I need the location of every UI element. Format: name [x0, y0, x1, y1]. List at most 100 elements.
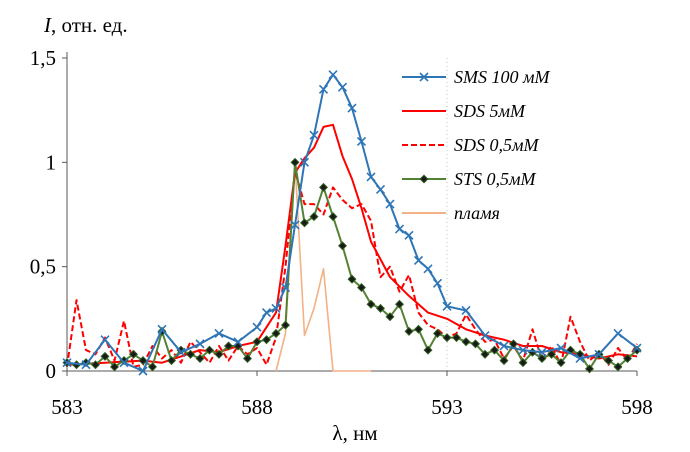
y-tick-labels: 0 0,5 1 1,5 — [30, 46, 56, 383]
data-point — [356, 283, 367, 293]
data-point — [556, 358, 566, 368]
data-point — [432, 328, 443, 338]
data-point — [603, 356, 614, 366]
data-point — [185, 349, 196, 359]
data-point — [423, 264, 433, 274]
data-point — [347, 274, 357, 284]
data-point — [442, 333, 452, 343]
legend-entry: SMS 100 мМ — [402, 67, 550, 87]
data-point — [195, 339, 205, 349]
data-point — [537, 347, 547, 357]
data-point — [461, 337, 471, 347]
data-point — [419, 72, 429, 82]
data-point — [223, 341, 234, 351]
data-point — [632, 345, 642, 355]
legend-entry: SDS 0,5мМ — [402, 135, 539, 155]
data-point — [385, 312, 395, 322]
plot-area — [62, 70, 642, 376]
data-point — [366, 299, 376, 309]
legend-label: STS 0,5мМ — [454, 169, 536, 189]
y-tick-label: 1 — [46, 150, 57, 174]
data-point — [442, 301, 452, 311]
data-point — [385, 199, 395, 209]
x-tick-labels: 583 588 593 598 — [51, 395, 653, 419]
data-point — [128, 349, 139, 359]
data-point — [375, 303, 386, 313]
data-point — [90, 360, 101, 370]
data-point — [119, 358, 129, 368]
data-point — [622, 353, 633, 363]
y-tick-label: 0 — [46, 359, 57, 383]
data-point — [347, 103, 357, 113]
x-axis-label: λ, нм — [332, 421, 377, 445]
data-point — [62, 358, 72, 368]
data-point — [451, 333, 462, 343]
data-point — [309, 130, 319, 140]
series-line — [66, 161, 638, 370]
data-point — [299, 218, 310, 228]
data-point — [356, 136, 367, 147]
data-point — [280, 320, 291, 330]
data-point — [537, 353, 547, 363]
data-point — [328, 70, 338, 80]
data-point — [413, 324, 424, 334]
data-point — [394, 224, 405, 234]
legend-label: SDS 5мМ — [454, 101, 526, 121]
x-tick-label: 588 — [241, 395, 273, 419]
data-point — [252, 337, 262, 347]
series-line — [66, 73, 638, 372]
data-point — [432, 278, 443, 288]
data-point — [613, 328, 623, 339]
data-point — [204, 345, 215, 355]
x-tick-label: 598 — [621, 395, 653, 419]
data-point — [499, 341, 509, 351]
data-point — [271, 303, 281, 313]
data-point — [176, 347, 186, 357]
data-point — [138, 356, 148, 366]
data-point — [242, 353, 253, 363]
legend-label: SDS 0,5мМ — [454, 135, 539, 155]
data-point — [100, 335, 110, 345]
data-point — [489, 345, 500, 355]
data-point — [594, 349, 604, 359]
data-point — [157, 324, 167, 334]
data-point — [318, 84, 329, 94]
legend-label: SMS 100 мМ — [454, 67, 550, 87]
data-point — [261, 308, 272, 318]
series-2 — [66, 169, 638, 368]
data-point — [419, 174, 429, 184]
data-point — [318, 182, 329, 192]
data-point — [81, 360, 91, 370]
data-point — [413, 255, 424, 265]
data-point — [271, 328, 281, 338]
y-axis-label: I, отн. ед. — [43, 13, 128, 37]
series-line — [66, 123, 638, 366]
data-point — [518, 345, 528, 355]
data-point — [394, 299, 405, 309]
data-point — [195, 353, 205, 363]
x-tick-label: 583 — [51, 395, 83, 419]
data-point — [518, 358, 528, 368]
series-3 — [62, 157, 642, 374]
data-point — [480, 349, 490, 359]
y-tick-label: 1,5 — [30, 46, 56, 70]
data-point — [366, 172, 376, 182]
data-point — [100, 351, 110, 361]
series-line — [66, 169, 638, 368]
data-point — [461, 305, 471, 316]
data-point — [166, 356, 177, 366]
data-point — [214, 328, 224, 339]
data-point — [214, 349, 224, 359]
data-point — [337, 241, 348, 251]
data-point — [337, 82, 348, 92]
y-tick-label: 0,5 — [30, 255, 56, 279]
data-point — [309, 212, 319, 222]
series-1 — [66, 123, 638, 366]
legend-entry: SDS 5мМ — [402, 101, 526, 121]
data-point — [499, 356, 509, 366]
data-point — [375, 184, 386, 195]
data-point — [613, 362, 623, 372]
data-point — [109, 362, 120, 372]
data-point — [138, 366, 148, 376]
